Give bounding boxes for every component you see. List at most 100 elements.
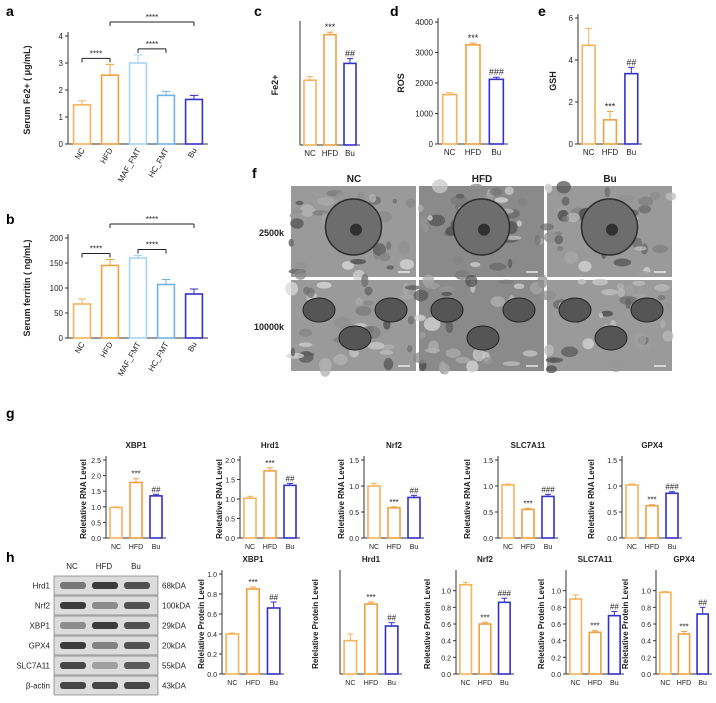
chart-title: Nrf2 — [386, 441, 403, 450]
y-axis-label: Fe2+ — [270, 75, 280, 96]
panel-letter-d: d — [390, 3, 399, 19]
texture-blob — [516, 220, 522, 227]
texture-blob — [488, 262, 507, 271]
texture-blob — [625, 298, 631, 310]
y-tick-label: 0.2 — [641, 655, 651, 662]
texture-blob — [294, 269, 307, 280]
y-tick-label: 0 — [429, 140, 434, 149]
bar — [367, 485, 381, 539]
x-tick-label: NC — [73, 146, 87, 161]
texture-blob — [404, 285, 421, 290]
chart-title: GPX4 — [673, 555, 695, 564]
texture-blob — [425, 347, 441, 354]
blot-band — [60, 662, 86, 669]
x-tick-label: NC — [73, 340, 87, 355]
significance-label: ## — [286, 474, 295, 483]
significance-label: *** — [647, 496, 656, 505]
y-tick-label: 0.0 — [91, 536, 101, 543]
texture-blob — [455, 193, 465, 199]
texture-blob — [445, 348, 461, 359]
y-axis-label: Serum Fe2+ ( μg/mL) — [22, 45, 32, 134]
y-tick-label: 0.2 — [207, 652, 217, 659]
texture-blob — [539, 223, 555, 231]
y-tick-label: 150 — [50, 259, 64, 268]
bar — [100, 74, 120, 145]
chart-a: 0 1 2 3 4 Serum Fe2+ ( μg/mL) NC HFD MAF_FMT HC_F… — [22, 13, 208, 184]
texture-blob — [507, 258, 513, 269]
texture-blob — [638, 196, 654, 207]
significance-label: *** — [480, 613, 489, 622]
blot-band — [92, 662, 118, 669]
bar — [303, 79, 317, 146]
texture-blob — [592, 278, 608, 286]
x-tick-label: HFD — [263, 544, 277, 551]
bar — [246, 588, 261, 675]
texture-blob — [361, 273, 369, 288]
bar — [323, 33, 337, 146]
blot-band — [92, 682, 118, 689]
significance-label: *** — [523, 499, 532, 508]
texture-blob — [399, 240, 410, 255]
texture-blob — [386, 265, 395, 270]
texture-blob — [290, 218, 304, 229]
x-tick-label: HFD — [99, 146, 115, 165]
chart-title: XBP1 — [243, 555, 264, 564]
blot-column-label: NC — [66, 562, 78, 571]
y-tick-label: 1.0 — [641, 589, 651, 596]
nucleolus — [478, 223, 490, 236]
y-tick-label: 1.0 — [207, 572, 217, 579]
texture-blob — [513, 283, 525, 290]
texture-blob — [540, 290, 556, 301]
x-tick-label: Bu — [610, 680, 619, 687]
texture-blob — [638, 205, 651, 214]
y-tick-label: 4 — [569, 56, 574, 65]
x-tick-label: HFD — [588, 680, 602, 687]
bar — [387, 507, 401, 539]
bar — [521, 508, 535, 539]
x-tick-label: Bu — [286, 544, 295, 551]
texture-blob — [301, 352, 315, 357]
x-tick-label: NC — [583, 148, 595, 157]
texture-blob — [413, 289, 429, 302]
panel-letter-e: e — [538, 3, 546, 19]
bar — [441, 93, 458, 145]
y-axis-label: Reletative RNA Level — [463, 459, 472, 539]
bar — [149, 495, 163, 539]
texture-blob — [472, 347, 485, 362]
bar — [607, 614, 621, 675]
bar — [156, 283, 176, 339]
panel-letter-c: c — [254, 3, 262, 19]
y-axis-label: ROS — [396, 73, 406, 93]
x-tick-label: HFD — [521, 544, 535, 551]
x-tick-label: HFD — [246, 680, 260, 687]
bar — [541, 495, 555, 539]
texture-blob — [350, 258, 367, 265]
y-tick-label: 0.5 — [483, 510, 493, 517]
y-tick-label: 1.0 — [441, 589, 451, 596]
blot-band — [60, 642, 86, 649]
y-tick-label: 3 — [59, 59, 64, 68]
y-tick-label: 0.0 — [225, 536, 235, 543]
y-axis-label: Reletative RNA Level — [79, 459, 88, 539]
blot-protein-label: XBP1 — [30, 622, 51, 631]
texture-blob — [578, 260, 592, 272]
texture-blob — [285, 281, 299, 296]
significance-label: ## — [387, 614, 396, 623]
y-tick-label: 0.0 — [483, 536, 493, 543]
bar — [588, 631, 602, 675]
texture-blob — [564, 251, 579, 265]
texture-blob — [604, 186, 611, 198]
bar — [343, 62, 357, 146]
blot-band — [60, 622, 86, 629]
y-tick-label: 4000 — [415, 18, 433, 27]
x-tick-label: NC — [227, 680, 237, 687]
texture-blob — [407, 315, 415, 325]
blot-protein-label: β-actin — [26, 682, 50, 691]
texture-blob — [333, 317, 351, 329]
y-tick-label: 1.0 — [483, 484, 493, 491]
texture-blob — [288, 238, 294, 247]
y-tick-label: 0.0 — [551, 672, 561, 679]
y-tick-label: 1.5 — [225, 478, 235, 485]
significance-label: *** — [131, 470, 140, 479]
y-tick-label: 50 — [54, 309, 63, 318]
